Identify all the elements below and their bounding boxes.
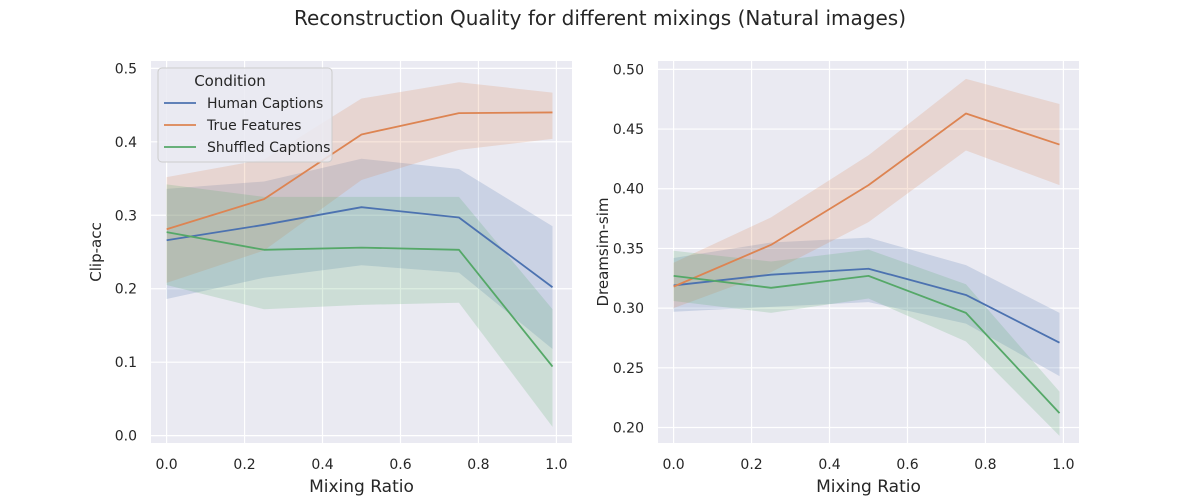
x-tick-label: 0.6 — [389, 457, 411, 473]
ci-band-human-captions — [673, 237, 1060, 377]
x-tick-label: 0.0 — [155, 457, 177, 473]
legend-title: Condition — [194, 72, 266, 90]
y-tick-label: 0.20 — [613, 420, 644, 436]
x-tick-label: 0.4 — [818, 457, 840, 473]
legend-label: Human Captions — [207, 96, 323, 112]
y-tick-label: 0.1 — [115, 355, 137, 371]
y-tick-label: 0.45 — [613, 122, 644, 138]
ci-band-true-features — [166, 82, 553, 283]
legend-frame — [157, 67, 333, 163]
chart-panel-1: 0.0 0.2 0.4 0.6 0.8 1.0 0.0 0.1 0.2 0.3 0.4 0.5 Mixi… — [87, 61, 572, 497]
series-line-human-captions — [166, 206, 554, 288]
figure-title: Reconstruction Quality for different mix… — [293, 6, 907, 30]
y-axis-label: Dreamsim-sim — [594, 197, 612, 306]
y-tick-label: 0.25 — [613, 361, 644, 377]
ci-band-human-captions — [166, 158, 553, 349]
y-tick-label: 0.0 — [115, 429, 137, 445]
plot-area — [658, 61, 1079, 443]
ci-band-shuffled-captions — [166, 184, 553, 427]
x-tick-label: 0.8 — [974, 457, 996, 473]
x-tick-label: 0.4 — [311, 457, 333, 473]
x-tick-label: 0.2 — [233, 457, 255, 473]
y-axis-label: Clip-acc — [87, 222, 105, 281]
x-axis-label: Mixing Ratio — [816, 477, 921, 497]
y-tick-label: 0.35 — [613, 241, 644, 257]
ci-band-true-features — [673, 78, 1060, 309]
y-tick-label: 0.2 — [115, 282, 137, 298]
y-tick-label: 0.4 — [115, 135, 137, 151]
x-tick-label: 1.0 — [1052, 457, 1074, 473]
x-tick-label: 0.8 — [467, 457, 489, 473]
chart-panel-2: 0.0 0.2 0.4 0.6 0.8 1.0 0.20 0.25 0.30 0.35 0.40 0.… — [594, 61, 1079, 497]
x-tick-label: 0.2 — [740, 457, 762, 473]
series-line-shuffled-captions — [673, 274, 1061, 414]
series-line-true-features — [166, 111, 553, 231]
x-tick-label: 0.6 — [896, 457, 918, 473]
x-tick-label: 0.0 — [662, 457, 684, 473]
series-line-true-features — [673, 112, 1060, 288]
ci-band-shuffled-captions — [673, 249, 1060, 436]
legend-label: True Features — [206, 118, 301, 134]
y-tick-label: 0.3 — [115, 208, 137, 224]
y-tick-label: 0.40 — [613, 182, 644, 198]
y-tick-label: 0.5 — [115, 61, 137, 77]
series-line-shuffled-captions — [166, 231, 554, 368]
series-line-human-captions — [673, 267, 1060, 344]
x-tick-label: 1.0 — [545, 457, 567, 473]
x-axis-label: Mixing Ratio — [309, 477, 414, 497]
y-tick-label: 0.50 — [613, 62, 644, 78]
y-tick-label: 0.30 — [613, 301, 644, 317]
legend: Condition Human Captions True Features Shuf… — [157, 67, 333, 163]
legend-label: Shuffled Captions — [207, 140, 330, 156]
